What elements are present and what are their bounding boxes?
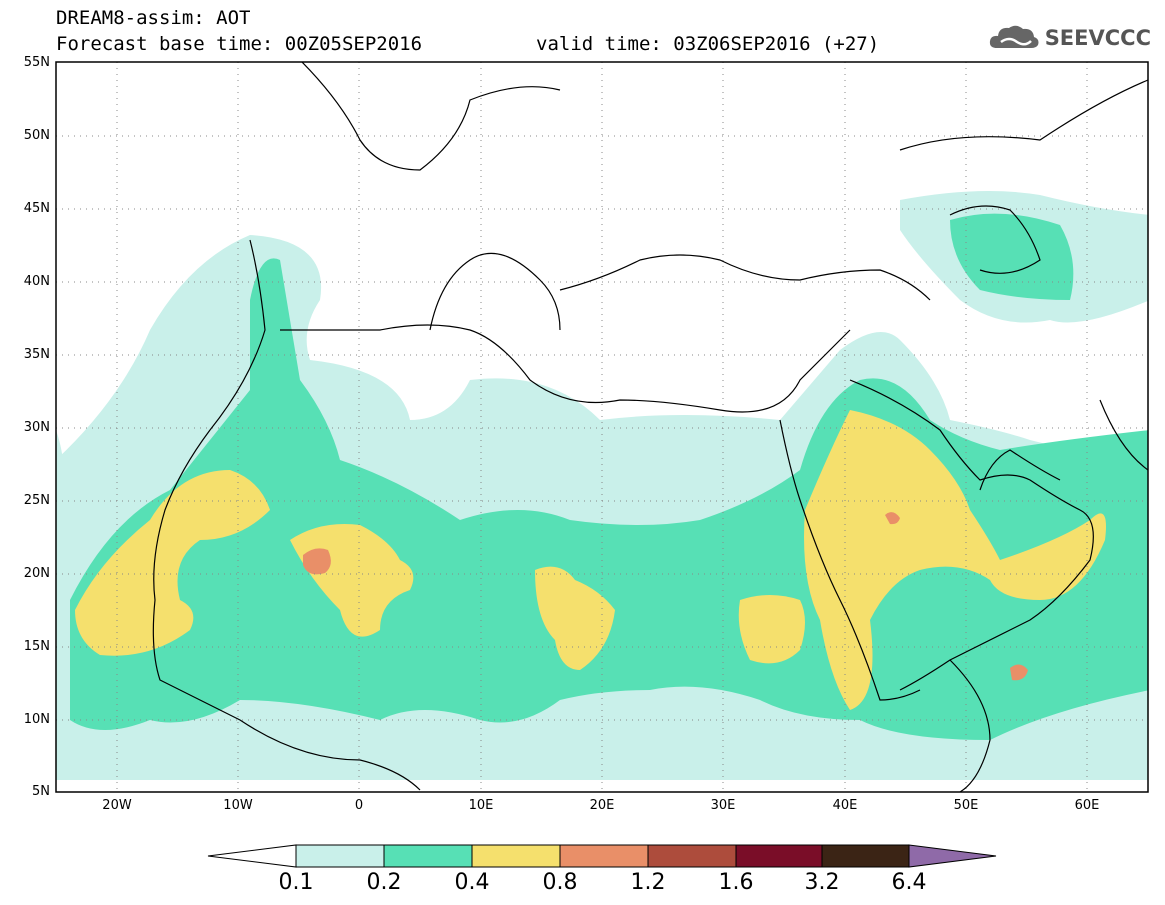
band-0.4 xyxy=(75,410,1106,710)
map-title: DREAM8-assim: AOT xyxy=(56,7,251,29)
lat-label-25n: 25N xyxy=(23,493,50,508)
lat-label-45n: 45N xyxy=(23,201,50,216)
lon-label-30e: 30E xyxy=(710,798,736,813)
seevccc-logo: SEEVCCC xyxy=(987,22,1151,54)
colorbar-low-arrow xyxy=(207,844,297,868)
colorbar-cell-3.2 xyxy=(821,844,910,868)
lat-label-15n: 15N xyxy=(23,639,50,654)
lon-label-10w: 10W xyxy=(223,798,253,813)
colorbar-label-0.8: 0.8 xyxy=(542,870,578,895)
lat-label-30n: 30N xyxy=(23,420,50,435)
lat-label-40n: 40N xyxy=(23,274,50,289)
colorbar-label-1.6: 1.6 xyxy=(718,870,754,895)
colorbar-label-3.2: 3.2 xyxy=(804,870,840,895)
map-frame xyxy=(55,61,1149,793)
logo-text: SEEVCCC xyxy=(1044,26,1151,50)
colorbar-cell-1.2 xyxy=(647,844,737,868)
aot-fields xyxy=(56,191,1148,780)
colorbar xyxy=(207,844,997,868)
graticule xyxy=(56,62,1148,792)
lat-label-35n: 35N xyxy=(23,347,50,362)
colorbar-label-6.4: 6.4 xyxy=(891,870,927,895)
band-0.2 xyxy=(70,213,1148,740)
lat-label-50n: 50N xyxy=(23,128,50,143)
coastlines xyxy=(152,62,1148,792)
band-0.8 xyxy=(303,512,1028,681)
colorbar-cell-0.4 xyxy=(471,844,561,868)
lat-label-10n: 10N xyxy=(23,712,50,727)
lat-label-5n: 5N xyxy=(32,784,50,799)
lon-label-0: 0 xyxy=(354,798,364,813)
valid-time: valid time: 03Z06SEP2016 (+27) xyxy=(536,33,880,55)
lon-label-20w: 20W xyxy=(102,798,132,813)
colorbar-high-arrow xyxy=(908,844,997,868)
lon-label-50e: 50E xyxy=(953,798,979,813)
lat-label-55n: 55N xyxy=(23,55,50,70)
colorbar-label-0.4: 0.4 xyxy=(454,870,490,895)
forecast-times: Forecast base time: 00Z05SEP2016 valid ti… xyxy=(56,33,879,55)
lon-label-60e: 60E xyxy=(1074,798,1100,813)
colorbar-label-0.1: 0.1 xyxy=(278,870,314,895)
colorbar-cell-1.6 xyxy=(735,844,823,868)
lon-label-40e: 40E xyxy=(832,798,858,813)
lat-label-20n: 20N xyxy=(23,566,50,581)
base-time: Forecast base time: 00Z05SEP2016 xyxy=(56,33,423,55)
lon-label-10e: 10E xyxy=(468,798,494,813)
colorbar-label-0.2: 0.2 xyxy=(366,870,402,895)
cloud-icon xyxy=(989,25,1039,48)
colorbar-label-1.2: 1.2 xyxy=(630,870,666,895)
colorbar-cell-0.2 xyxy=(383,844,473,868)
colorbar-cell-0.8 xyxy=(559,844,649,868)
lon-label-20e: 20E xyxy=(589,798,615,813)
colorbar-cell-0.1 xyxy=(295,844,385,868)
